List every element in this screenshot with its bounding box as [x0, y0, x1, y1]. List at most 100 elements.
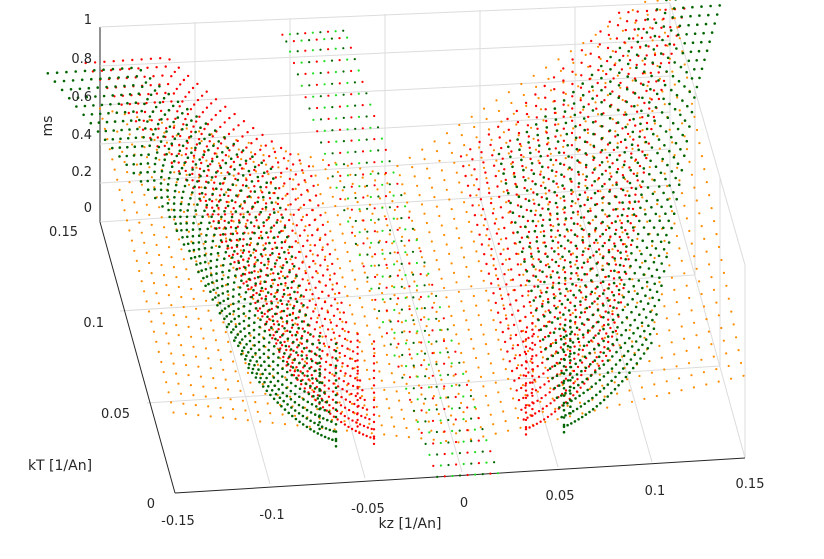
data-point-968	[539, 346, 542, 349]
data-point-3834	[530, 162, 534, 165]
data-point-3250	[210, 176, 214, 179]
data-point-3507	[161, 164, 165, 167]
data-point-4355	[685, 33, 688, 36]
data-point-854	[465, 265, 468, 269]
data-point-4270	[662, 25, 666, 28]
data-point-1609	[331, 356, 334, 359]
data-point-421	[289, 258, 292, 261]
data-point-3905	[574, 315, 578, 319]
data-point-12	[143, 290, 146, 293]
data-point-815	[472, 347, 475, 350]
data-point-2277	[518, 354, 522, 357]
data-point-770	[406, 201, 409, 204]
data-point-1098	[574, 263, 577, 266]
data-point-1605	[344, 398, 347, 401]
data-point-2197	[356, 379, 359, 382]
data-point-706	[386, 224, 389, 227]
data-point-4294	[663, 83, 667, 87]
data-point-3215	[242, 249, 246, 252]
data-point-2018	[242, 258, 245, 261]
data-point-482	[316, 272, 319, 275]
data-point-738	[396, 217, 399, 220]
data-point-4648	[362, 265, 365, 268]
data-point-2484	[552, 281, 555, 284]
data-point-1394	[644, 0, 647, 3]
data-point-348	[291, 358, 294, 362]
x-tick--0.15: -0.15	[161, 514, 195, 529]
data-point-1161	[596, 241, 599, 244]
data-point-1995	[211, 187, 215, 190]
data-point-254	[256, 363, 259, 366]
data-point-3021	[268, 191, 271, 194]
data-point-2937	[524, 433, 528, 436]
data-point-2279	[514, 333, 518, 337]
data-point-4195	[629, 264, 632, 268]
data-point-4357	[689, 14, 692, 18]
data-point-3787	[556, 351, 560, 355]
data-point-820	[460, 300, 463, 303]
data-point-4591	[435, 340, 438, 343]
data-point-4541	[416, 398, 419, 401]
data-point-2911	[619, 301, 623, 304]
data-point-4095	[609, 92, 612, 96]
data-point-3777	[511, 165, 514, 169]
data-point-1812	[295, 330, 299, 334]
data-point-2402	[528, 241, 532, 245]
data-point-2542	[563, 271, 567, 274]
data-point-1945	[181, 100, 184, 103]
data-point-1048	[520, 145, 523, 148]
data-point-4478	[443, 475, 446, 478]
data-point-2190	[372, 413, 376, 416]
data-point-1962	[241, 244, 245, 248]
data-point-1933	[247, 250, 251, 253]
data-point-2025	[198, 167, 202, 170]
data-point-1573	[358, 431, 361, 435]
data-point-2920	[642, 171, 645, 174]
data-point-4319	[664, 130, 668, 133]
grid-x-floor-3	[384, 203, 463, 473]
data-point-3015	[283, 250, 286, 254]
data-point-4255	[642, 226, 646, 229]
data-point-3462	[261, 372, 264, 376]
data-point-1642	[312, 310, 315, 313]
data-point-1798	[232, 160, 236, 164]
data-point-3780	[570, 422, 573, 425]
data-point-4547	[462, 395, 465, 398]
data-point-1457	[372, 437, 376, 440]
data-point-4584	[454, 350, 457, 353]
data-point-4386	[698, 14, 701, 17]
data-point-1345	[675, 234, 679, 238]
data-point-2434	[533, 202, 536, 205]
data-point-4821	[304, 49, 307, 52]
data-point-845	[487, 352, 490, 355]
data-point-2265	[477, 188, 480, 191]
data-point-1204	[579, 96, 582, 100]
data-point-2795	[602, 324, 606, 327]
data-point-2490	[549, 212, 552, 215]
data-point-424	[282, 229, 285, 232]
data-point-3851	[557, 281, 561, 285]
data-point-160	[222, 368, 225, 371]
data-point-449	[309, 288, 312, 291]
data-point-1621	[291, 229, 294, 232]
data-point-2495	[546, 154, 549, 157]
data-point-228	[232, 313, 235, 316]
data-point-4032	[593, 168, 596, 171]
data-point-3233	[281, 367, 284, 371]
data-point-2145	[142, 119, 145, 123]
data-point-3826	[544, 245, 548, 248]
data-point-2677	[584, 369, 587, 373]
data-point-2229	[485, 262, 488, 266]
data-point-4009	[582, 105, 585, 109]
data-point-3579	[238, 341, 242, 344]
data-point-4236	[648, 101, 651, 104]
data-point-4845	[342, 29, 345, 32]
data-point-2332	[533, 378, 536, 382]
data-point-4506	[439, 441, 442, 445]
data-point-2550	[563, 175, 566, 178]
data-point-3684	[96, 130, 100, 133]
data-point-663	[403, 330, 406, 333]
data-point-3651	[132, 163, 135, 166]
data-point-2946	[531, 388, 534, 391]
data-point-1742	[240, 151, 243, 154]
